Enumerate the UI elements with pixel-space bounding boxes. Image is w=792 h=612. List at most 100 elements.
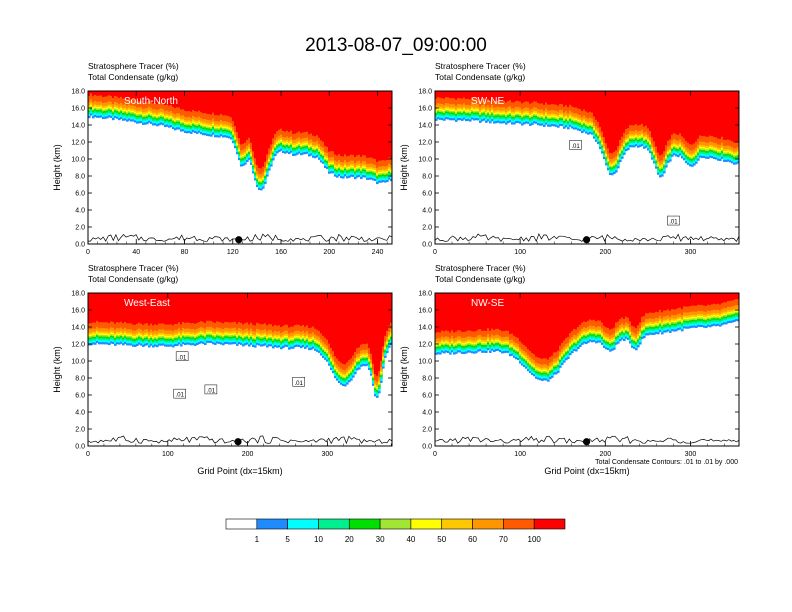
tracer-column	[152, 91, 155, 104]
tracer-column	[300, 91, 303, 134]
tracer-column	[120, 91, 123, 103]
tracer-column	[128, 293, 131, 324]
tracer-column	[667, 91, 670, 141]
tracer-column	[645, 91, 648, 126]
tracer-column	[497, 91, 500, 101]
tracer-column	[449, 91, 452, 99]
tracer-column	[178, 91, 181, 108]
tracer-column	[665, 91, 668, 146]
tracer-column	[324, 293, 327, 338]
tracer-column	[282, 293, 285, 326]
tracer-column	[134, 293, 137, 325]
tracer-column	[613, 91, 616, 152]
tracer-column	[258, 293, 261, 324]
tracer-column	[577, 91, 580, 109]
tracer-column	[290, 293, 293, 327]
y-tick-label: 2.0	[75, 225, 85, 232]
tracer-column	[334, 91, 337, 155]
tracer-column	[697, 91, 700, 139]
tracer-column	[721, 91, 724, 137]
tracer-column	[158, 91, 161, 104]
tracer-column	[302, 91, 305, 133]
tracer-column	[336, 91, 339, 156]
tracer-column	[376, 91, 379, 162]
tracer-column	[114, 293, 117, 324]
tracer-column	[447, 293, 450, 331]
tracer-column	[116, 91, 119, 103]
tracer-column	[703, 91, 706, 136]
tracer-field	[88, 91, 392, 191]
tracer-column	[166, 293, 169, 325]
tracer-column	[290, 91, 293, 131]
contour-label-box	[569, 140, 582, 150]
tracer-column	[256, 293, 259, 323]
tracer-column	[298, 91, 301, 132]
tracer-column	[294, 91, 297, 134]
tracer-column	[374, 91, 377, 159]
tracer-column	[364, 293, 367, 345]
tracer-column	[711, 91, 714, 137]
tracer-column	[264, 293, 267, 324]
tracer-column	[280, 91, 283, 129]
y-tick-label: 8.0	[75, 376, 85, 383]
tracer-column	[346, 91, 349, 157]
tracer-column	[382, 293, 385, 347]
x-tick-label: 80	[181, 249, 189, 256]
tracer-column	[390, 293, 392, 323]
tracer-column	[707, 91, 710, 137]
x-tick-label: 0	[86, 249, 90, 256]
tracer-column	[651, 91, 654, 138]
plot-frame	[434, 90, 740, 245]
tracer-column	[230, 91, 233, 118]
tracer-column	[220, 91, 223, 115]
tracer-column	[733, 91, 736, 143]
tracer-column	[314, 91, 317, 137]
tracer-column	[108, 293, 111, 324]
tracer-column	[509, 91, 512, 101]
tracer-column	[202, 91, 205, 114]
plot-frame	[87, 292, 393, 447]
tracer-column	[148, 91, 151, 101]
x-tick-label: 300	[685, 249, 697, 256]
tracer-column	[274, 293, 277, 325]
tracer-column	[92, 91, 95, 97]
tracer-column	[308, 293, 311, 329]
tracer-column	[443, 293, 446, 332]
tracer-column	[455, 91, 458, 100]
tracer-column	[224, 293, 227, 322]
tracer-column	[182, 293, 185, 323]
tracer-column	[356, 293, 359, 349]
tracer-column	[108, 91, 111, 96]
tracer-column	[120, 293, 123, 322]
tracer-column	[551, 91, 554, 105]
tracer-column	[459, 293, 462, 331]
tracer-column	[226, 293, 229, 322]
tracer-column	[170, 293, 173, 325]
tracer-column	[737, 91, 739, 142]
tracer-column	[629, 91, 632, 126]
tracer-column	[386, 91, 389, 160]
y-tick-label: 4.0	[75, 410, 85, 417]
tracer-column	[146, 91, 149, 103]
tracer-column	[637, 91, 640, 126]
tracer-column	[182, 91, 185, 110]
tracer-column	[499, 91, 502, 102]
tracer-column	[683, 91, 686, 139]
tracer-column	[719, 91, 722, 139]
tracer-column	[691, 91, 694, 145]
tracer-column	[380, 91, 383, 161]
tracer-column	[156, 293, 159, 326]
tracer-column	[583, 91, 586, 110]
tracer-column	[675, 91, 678, 135]
x-tick-label: 40	[132, 249, 140, 256]
tracer-column	[627, 91, 630, 129]
tracer-column	[699, 91, 702, 136]
tracer-column	[384, 91, 387, 161]
tracer-column	[378, 91, 381, 161]
tracer-column	[563, 91, 566, 107]
tracer-column	[106, 293, 109, 323]
tracer-column	[146, 293, 149, 324]
tracer-column	[172, 293, 175, 326]
tracer-column	[132, 293, 135, 325]
